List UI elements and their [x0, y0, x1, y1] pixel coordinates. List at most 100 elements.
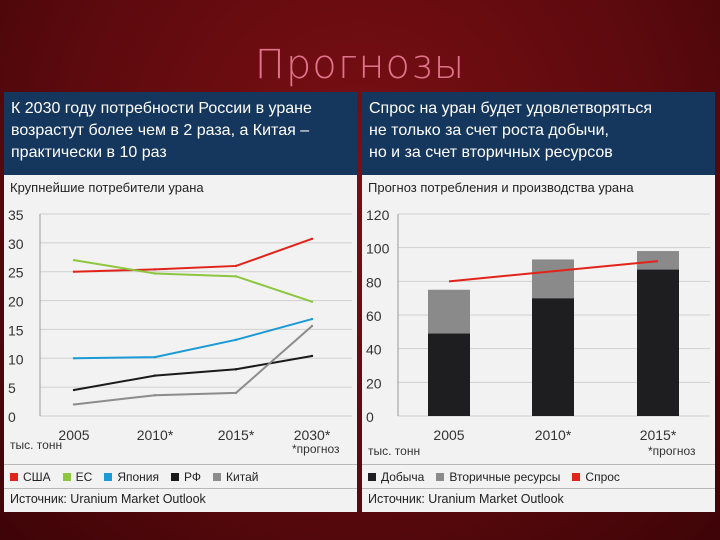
series-line-РФ [73, 354, 313, 392]
line-chart: 0 5 10 15 20 25 30 35 2005 2010* 2015* 2030* [8, 207, 352, 443]
bar-chart: 0 20 40 60 80 100 120 2005 2010* 2015* [366, 207, 710, 443]
left-forecast-note: *прогноз [292, 442, 340, 456]
data-point [310, 317, 314, 321]
left-chart-subtitle: Крупнейшие потребители урана [10, 180, 204, 195]
legend-swatch [171, 473, 180, 481]
divider [362, 464, 715, 465]
y-tick-label: 10 [8, 351, 24, 367]
data-point [310, 237, 314, 241]
left-header-line: практически в 10 раз [11, 144, 167, 161]
x-tick-label: 2005 [433, 427, 464, 443]
y-tick-label: 100 [366, 241, 390, 257]
legend-swatch [104, 473, 113, 481]
legend-label: Япония [117, 470, 160, 484]
left-panel: К 2030 году потребности России в уране в… [4, 92, 357, 512]
series-line-ЕС [73, 259, 313, 303]
bar-Вторичные ресурсы [637, 251, 679, 270]
right-header-line: Спрос на уран будет удовлетворяться [369, 100, 653, 117]
data-point [234, 338, 238, 342]
legend-swatch [436, 473, 445, 481]
y-tick-label: 80 [366, 274, 382, 290]
data-point [153, 374, 157, 377]
y-tick-label: 30 [8, 236, 24, 252]
legend-label: Спрос [585, 470, 620, 484]
data-point [310, 354, 314, 358]
right-header-line: но и за счет вторичных ресурсов [369, 144, 613, 161]
right-chart-subtitle: Прогноз потребления и производства урана [368, 180, 634, 195]
right-panel: Спрос на уран будет удовлетворяться не т… [362, 92, 715, 512]
data-point [234, 264, 238, 268]
left-header-line: возрастут более чем в 2 раза, а Китая – [11, 122, 310, 139]
left-legend-item: Китай [213, 470, 258, 484]
right-legend-item: Спрос [572, 470, 620, 484]
data-point [72, 388, 76, 392]
divider [4, 464, 357, 465]
bar-Добыча [428, 333, 470, 416]
legend-swatch [368, 473, 376, 481]
left-legend-item: США [10, 470, 51, 484]
legend-swatch [572, 473, 581, 481]
left-source: Источник: Uranium Market Outlook [10, 492, 206, 506]
x-tick-label: 2030* [294, 427, 331, 443]
right-source: Источник: Uranium Market Outlook [368, 492, 564, 506]
y-tick-label: 20 [366, 375, 382, 391]
data-point [310, 324, 314, 328]
y-tick-label: 120 [366, 207, 390, 223]
right-header: Спрос на уран будет удовлетворяться не т… [362, 92, 715, 175]
legend-label: ЕС [75, 470, 93, 484]
y-tick-label: 25 [8, 265, 24, 281]
demand-line [448, 260, 659, 283]
data-point [234, 368, 238, 371]
y-tick-label: 20 [8, 294, 24, 310]
y-tick-label: 5 [8, 380, 16, 396]
y-tick-label: 0 [366, 409, 374, 425]
x-tick-label: 2015* [218, 427, 255, 443]
series-line-Китай [73, 325, 313, 406]
right-legend-item: Вторичные ресурсы [436, 470, 560, 484]
series-line-США [73, 237, 313, 273]
data-point [234, 391, 238, 395]
x-tick-label: 2005 [58, 427, 89, 443]
bar-Вторичные ресурсы [532, 259, 574, 299]
data-point [72, 403, 76, 406]
slide-title: Прогнозы [254, 42, 466, 88]
y-tick-label: 35 [8, 207, 24, 223]
y-tick-label: 15 [8, 322, 24, 338]
left-legend-item: ЕС [62, 470, 93, 484]
data-point [72, 357, 76, 360]
divider [362, 488, 715, 489]
right-forecast-note: *прогноз [648, 444, 696, 458]
data-point [153, 268, 157, 271]
legend-swatch [10, 473, 18, 481]
x-tick-label: 2015* [640, 427, 677, 443]
legend-swatch [213, 473, 222, 481]
data-point [234, 275, 238, 278]
series-line-Япония [73, 318, 313, 360]
x-tick-label: 2010* [137, 427, 174, 443]
legend-label: США [23, 470, 51, 484]
data-point [310, 300, 314, 303]
legend-label: РФ [184, 470, 202, 484]
data-point [153, 394, 157, 397]
bar-Добыча [637, 269, 679, 416]
left-unit-label: тыс. тонн [10, 438, 63, 452]
x-tick-label: 2010* [535, 427, 572, 443]
right-unit-label: тыс. тонн [368, 444, 421, 458]
right-legend-item: Добыча [368, 470, 424, 484]
bar-Вторичные ресурсы [428, 289, 470, 334]
data-point [153, 272, 157, 275]
right-legend: Добыча Вторичные ресурсы Спрос [368, 470, 632, 484]
right-header-line: не только за счет роста добычи, [369, 122, 609, 139]
left-legend: США ЕС Япония РФ Китай [10, 470, 270, 484]
data-point [153, 355, 157, 359]
bar-Добыча [532, 298, 574, 416]
legend-label: Добыча [381, 470, 425, 484]
left-legend-item: РФ [171, 470, 201, 484]
y-tick-label: 60 [366, 308, 382, 324]
y-tick-label: 40 [366, 342, 382, 358]
legend-label: Вторичные ресурсы [449, 470, 561, 484]
divider [4, 488, 357, 489]
left-legend-item: Япония [104, 470, 159, 484]
legend-label: Китай [226, 470, 259, 484]
legend-swatch [62, 473, 71, 481]
